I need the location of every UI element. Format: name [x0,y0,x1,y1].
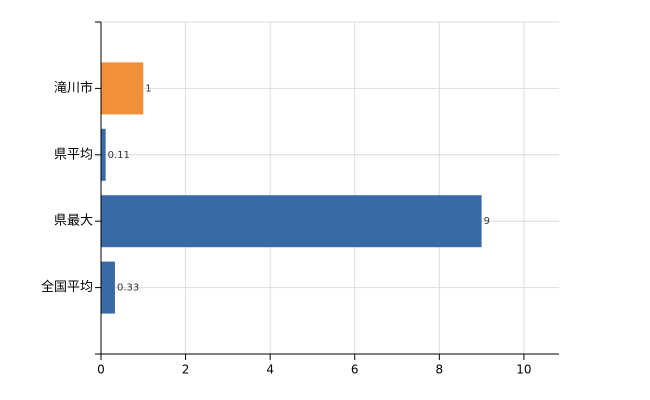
value-label: 0.11 [108,150,130,161]
y-tick-label: 滝川市 [54,80,93,96]
y-tick-label: 全国平均 [41,279,93,295]
value-label: 9 [484,216,490,227]
x-tick-label: 4 [266,363,274,377]
bar [101,128,106,181]
value-label: 1 [145,83,151,94]
y-tick-label: 県平均 [54,147,93,162]
x-tick-label: 0 [97,363,105,377]
bar [101,195,482,248]
x-tick-label: 10 [516,363,531,377]
x-tick-label: 8 [435,363,443,377]
x-tick-label: 6 [351,363,359,377]
x-tick-label: 2 [182,363,190,377]
y-tick-label: 県最大 [54,214,93,229]
bar [101,62,144,115]
value-label: 0.33 [117,283,139,294]
bar [101,261,115,314]
